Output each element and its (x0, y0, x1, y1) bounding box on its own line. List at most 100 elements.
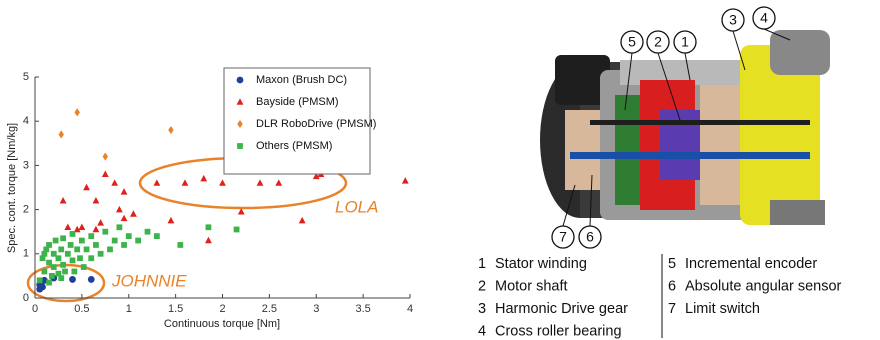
x-tick-label: 3.5 (355, 303, 370, 315)
data-point (70, 258, 76, 264)
callout: 6 (579, 226, 601, 248)
data-point (206, 224, 212, 230)
data-point (70, 231, 76, 237)
data-point (93, 226, 100, 232)
data-point (121, 242, 127, 248)
callout-number: 5 (628, 34, 636, 50)
part-number: 6 (668, 278, 676, 294)
data-point (153, 179, 160, 185)
data-point (56, 255, 62, 261)
data-point (103, 152, 108, 160)
data-point (219, 179, 226, 185)
legend-label: Maxon (Brush DC) (256, 74, 347, 86)
part-number: 5 (668, 256, 676, 272)
part-label: Stator winding (495, 256, 587, 272)
data-point (74, 246, 80, 252)
data-point (126, 233, 132, 239)
data-point (121, 215, 128, 221)
callout: 5 (621, 31, 643, 53)
data-point (53, 238, 59, 244)
y-tick-label: 5 (23, 71, 29, 83)
scatter-chart: Continuous torque [Nm] Spec. cont. torqu… (6, 68, 413, 330)
callout-number: 6 (586, 229, 594, 245)
annotation: JOHNNIE (111, 271, 187, 290)
data-point (275, 179, 282, 185)
data-point (182, 179, 189, 185)
data-point (68, 242, 74, 248)
callout: 2 (647, 31, 669, 53)
data-point (93, 197, 100, 203)
data-point (200, 175, 207, 181)
data-point (234, 227, 240, 233)
data-point (84, 246, 90, 252)
part-label: Limit switch (685, 301, 760, 317)
data-point (121, 188, 128, 194)
callout-number: 4 (760, 10, 768, 26)
legend-label: Bayside (PMSM) (256, 96, 339, 108)
part-label: Incremental encoder (685, 256, 817, 272)
y-tick-label: 1 (23, 248, 29, 260)
callout: 7 (552, 226, 574, 248)
data-point (107, 246, 113, 252)
data-point (83, 184, 90, 190)
data-point (81, 264, 87, 270)
data-point (74, 108, 79, 116)
data-point (71, 269, 77, 275)
data-point (112, 238, 118, 244)
data-point (88, 255, 94, 261)
data-point (88, 233, 94, 239)
callout: 1 (674, 31, 696, 53)
callout-number: 1 (681, 34, 689, 50)
callout: 3 (722, 9, 744, 31)
x-tick-label: 2.5 (262, 303, 277, 315)
x-tick-label: 4 (407, 303, 413, 315)
data-point (51, 264, 57, 270)
data-point (168, 217, 175, 223)
data-point (49, 273, 55, 279)
data-point (62, 269, 68, 275)
x-tick-label: 0.5 (74, 303, 89, 315)
data-point (154, 233, 160, 239)
data-point (299, 217, 306, 223)
data-point (46, 242, 52, 248)
x-tick-label: 1.5 (168, 303, 183, 315)
y-tick-label: 0 (23, 292, 29, 304)
data-point (168, 126, 173, 134)
annotation: LOLA (335, 197, 378, 216)
x-axis-label: Continuous torque [Nm] (164, 318, 280, 330)
data-point (60, 197, 67, 203)
y-tick-label: 4 (23, 115, 29, 127)
data-point (116, 206, 123, 212)
data-point (79, 238, 85, 244)
data-point (59, 130, 64, 138)
part-number: 2 (478, 278, 486, 294)
data-point (78, 224, 85, 230)
data-point (402, 177, 409, 183)
x-tick-label: 0 (32, 303, 38, 315)
data-point (58, 246, 64, 252)
data-point (205, 237, 212, 243)
callout-number: 7 (559, 229, 567, 245)
data-point (93, 242, 99, 248)
data-point (88, 276, 95, 283)
data-point (177, 242, 183, 248)
callout: 4 (753, 7, 775, 29)
y-tick-label: 2 (23, 204, 29, 216)
data-point (116, 224, 122, 230)
data-point (77, 255, 83, 261)
callout-number: 3 (729, 12, 737, 28)
data-point (145, 229, 151, 235)
data-point (36, 286, 43, 293)
data-point (58, 275, 64, 281)
data-point (102, 229, 108, 235)
part-label: Harmonic Drive gear (495, 301, 628, 317)
part-number: 7 (668, 301, 676, 317)
data-point (46, 280, 52, 286)
data-point (111, 179, 118, 185)
legend-label: Others (PMSM) (256, 140, 332, 152)
data-point (135, 238, 141, 244)
data-point (60, 235, 66, 241)
part-number: 1 (478, 256, 486, 272)
y-tick-label: 3 (23, 159, 29, 171)
